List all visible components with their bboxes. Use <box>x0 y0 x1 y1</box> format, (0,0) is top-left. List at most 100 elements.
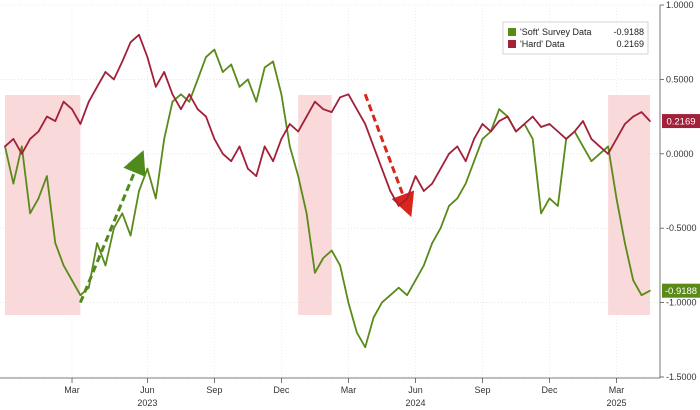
data-point-0-30 <box>255 100 258 103</box>
data-point-1-48 <box>406 197 408 200</box>
badge-bg-1 <box>662 114 700 129</box>
y-tick-label-5: -1.5000 <box>666 372 697 382</box>
data-point-0-75 <box>632 279 635 282</box>
data-point-1-27 <box>230 160 232 163</box>
data-point-0-12 <box>104 264 107 267</box>
data-point-1-1 <box>12 138 15 140</box>
data-point-1-51 <box>431 182 434 185</box>
legend-box <box>502 21 649 55</box>
data-point-1-43 <box>364 123 366 125</box>
data-point-0-72 <box>607 145 609 148</box>
y-tick-label-4: -1.0000 <box>666 298 697 308</box>
data-point-1-41 <box>347 93 350 96</box>
legend-swatch-hard <box>508 40 516 48</box>
data-point-1-14 <box>121 60 124 63</box>
data-point-1-35 <box>297 130 299 133</box>
data-point-1-69 <box>582 120 584 122</box>
data-point-1-64 <box>540 126 542 128</box>
data-point-1-70 <box>590 138 593 140</box>
data-point-1-28 <box>238 145 241 148</box>
data-point-1-46 <box>389 190 392 192</box>
data-point-0-32 <box>272 60 274 63</box>
data-point-0-77 <box>649 289 651 292</box>
y-tick-label-2: 0.0000 <box>666 149 694 159</box>
data-point-1-38 <box>322 108 325 110</box>
data-point-0-4 <box>37 197 40 200</box>
data-point-1-18 <box>154 86 157 88</box>
data-point-0-40 <box>339 264 341 267</box>
data-point-0-1 <box>12 182 15 185</box>
data-point-1-40 <box>339 96 341 99</box>
legend-value-hard: 0.2169 <box>616 39 644 49</box>
data-point-0-51 <box>431 242 434 244</box>
data-point-1-6 <box>54 120 57 122</box>
data-point-1-23 <box>196 108 199 110</box>
data-point-1-4 <box>37 130 40 133</box>
data-point-1-68 <box>573 130 576 133</box>
data-point-0-64 <box>540 212 542 215</box>
data-point-1-37 <box>314 100 316 103</box>
data-point-0-14 <box>121 212 124 215</box>
data-point-0-69 <box>582 145 584 148</box>
data-point-0-17 <box>146 167 149 170</box>
data-point-0-20 <box>171 100 174 103</box>
data-point-1-26 <box>221 153 224 155</box>
x-year-label-1: 2024 <box>405 398 425 408</box>
data-point-1-24 <box>205 115 207 118</box>
data-point-0-66 <box>557 205 559 207</box>
data-point-0-54 <box>456 197 459 200</box>
data-point-0-43 <box>364 346 366 349</box>
data-point-0-65 <box>548 197 551 200</box>
data-point-1-77 <box>649 120 651 122</box>
data-point-0-22 <box>188 100 191 103</box>
grid-lines <box>0 4 660 378</box>
data-point-1-57 <box>481 123 484 125</box>
badge-label-1: 0.2169 <box>666 117 695 128</box>
x-year-label-2: 2025 <box>606 398 626 408</box>
hard-decline-arrow <box>363 93 415 218</box>
data-point-1-29 <box>247 167 249 170</box>
data-point-0-15 <box>129 234 132 237</box>
data-point-1-22 <box>188 93 191 96</box>
data-point-0-49 <box>414 279 417 282</box>
x-tick-label-5: Jun <box>408 385 423 395</box>
data-point-1-49 <box>414 175 417 177</box>
data-point-0-34 <box>289 145 291 148</box>
data-point-0-23 <box>196 78 199 81</box>
data-point-0-55 <box>464 182 467 185</box>
data-point-1-63 <box>531 115 534 118</box>
data-point-0-2 <box>20 145 23 148</box>
badge-label-0: -0.9188 <box>665 286 697 297</box>
highlight-region-0 <box>5 95 81 315</box>
x-tick-label-4: Mar <box>341 385 357 395</box>
data-point-0-8 <box>71 279 73 282</box>
data-point-0-48 <box>406 294 408 296</box>
data-point-0-39 <box>330 249 333 252</box>
badge-bg-0 <box>662 283 700 298</box>
y-tick-label-1: 0.5000 <box>666 74 694 84</box>
data-point-1-13 <box>113 78 115 81</box>
data-point-0-27 <box>230 63 232 66</box>
legend-swatch-soft <box>508 28 516 36</box>
legend-label-hard: 'Hard' Data <box>520 39 564 49</box>
data-point-1-71 <box>598 145 601 148</box>
data-point-0-45 <box>381 301 383 304</box>
data-point-0-56 <box>473 160 475 163</box>
data-point-1-44 <box>372 145 375 148</box>
x-tick-label-0: Mar <box>64 385 80 395</box>
data-point-0-74 <box>624 242 626 244</box>
data-point-1-76 <box>640 111 643 113</box>
data-point-1-33 <box>280 138 283 140</box>
data-point-0-44 <box>372 316 375 319</box>
data-point-1-65 <box>548 123 551 125</box>
data-point-1-67 <box>565 138 568 140</box>
data-point-1-5 <box>46 115 48 118</box>
data-point-1-39 <box>330 111 333 113</box>
data-point-0-25 <box>213 48 216 51</box>
x-tick-label-6: Sep <box>474 385 490 395</box>
data-point-0-18 <box>154 197 157 200</box>
data-point-1-36 <box>305 115 308 118</box>
data-point-1-0 <box>4 145 6 148</box>
data-point-0-10 <box>87 286 90 289</box>
data-point-1-34 <box>289 123 291 125</box>
